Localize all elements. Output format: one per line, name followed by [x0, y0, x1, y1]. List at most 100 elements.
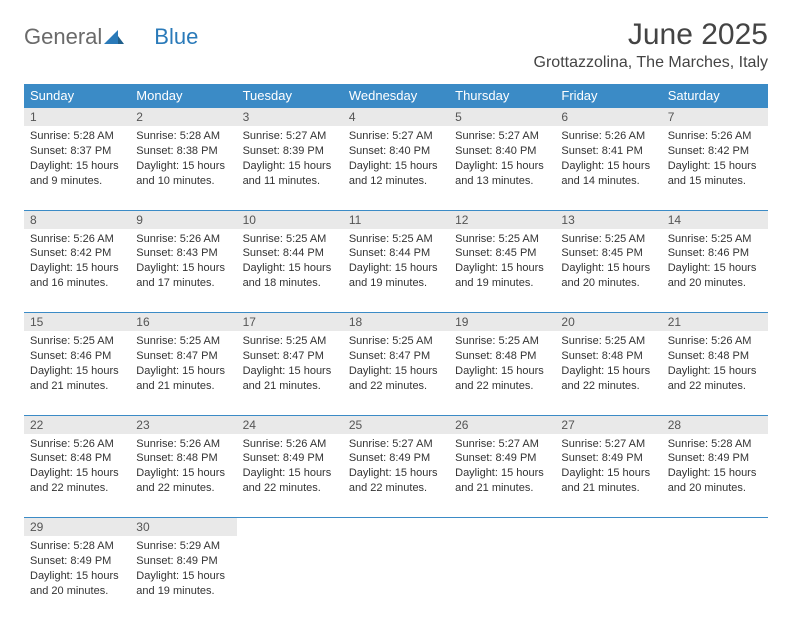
sunset-text: Sunset: 8:49 PM — [349, 451, 443, 466]
day-number: 22 — [24, 415, 130, 434]
sunset-text: Sunset: 8:37 PM — [30, 144, 124, 159]
day-cell: Sunrise: 5:27 AMSunset: 8:40 PMDaylight:… — [343, 126, 449, 210]
day-cell: Sunrise: 5:25 AMSunset: 8:46 PMDaylight:… — [662, 229, 768, 313]
daynum-row: 15161718192021 — [24, 313, 768, 332]
day-number: 17 — [237, 313, 343, 332]
sunrise-text: Sunrise: 5:26 AM — [30, 437, 124, 452]
sunset-text: Sunset: 8:45 PM — [455, 246, 549, 261]
daylight-text: Daylight: 15 hours and 22 minutes. — [243, 466, 337, 496]
page-subtitle: Grottazzolina, The Marches, Italy — [534, 54, 768, 72]
day-number: 2 — [130, 108, 236, 127]
sunset-text: Sunset: 8:44 PM — [349, 246, 443, 261]
weekday-header: Friday — [555, 84, 661, 108]
day-cell: Sunrise: 5:25 AMSunset: 8:47 PMDaylight:… — [130, 331, 236, 415]
daylight-text: Daylight: 15 hours and 21 minutes. — [30, 364, 124, 394]
sunset-text: Sunset: 8:48 PM — [561, 349, 655, 364]
sunrise-text: Sunrise: 5:28 AM — [668, 437, 762, 452]
day-number: 1 — [24, 108, 130, 127]
day-cell: Sunrise: 5:25 AMSunset: 8:48 PMDaylight:… — [555, 331, 661, 415]
sunrise-text: Sunrise: 5:27 AM — [349, 129, 443, 144]
day-number: 26 — [449, 415, 555, 434]
sunrise-text: Sunrise: 5:28 AM — [30, 539, 124, 554]
day-number: 24 — [237, 415, 343, 434]
sunset-text: Sunset: 8:44 PM — [243, 246, 337, 261]
sunrise-text: Sunrise: 5:26 AM — [243, 437, 337, 452]
day-number: 9 — [130, 210, 236, 229]
daylight-text: Daylight: 15 hours and 20 minutes. — [30, 569, 124, 599]
day-number: 30 — [130, 518, 236, 537]
sunrise-text: Sunrise: 5:25 AM — [30, 334, 124, 349]
empty-cell — [343, 536, 449, 620]
daylight-text: Daylight: 15 hours and 18 minutes. — [243, 261, 337, 291]
sunset-text: Sunset: 8:41 PM — [561, 144, 655, 159]
sunset-text: Sunset: 8:47 PM — [136, 349, 230, 364]
sunset-text: Sunset: 8:48 PM — [30, 451, 124, 466]
sunrise-text: Sunrise: 5:28 AM — [136, 129, 230, 144]
sunrise-text: Sunrise: 5:25 AM — [455, 232, 549, 247]
daynum-row: 1234567 — [24, 108, 768, 127]
sunrise-text: Sunrise: 5:26 AM — [30, 232, 124, 247]
day-number: 29 — [24, 518, 130, 537]
daylight-text: Daylight: 15 hours and 22 minutes. — [349, 364, 443, 394]
sunset-text: Sunset: 8:43 PM — [136, 246, 230, 261]
day-cell: Sunrise: 5:25 AMSunset: 8:45 PMDaylight:… — [555, 229, 661, 313]
daylight-text: Daylight: 15 hours and 21 minutes. — [455, 466, 549, 496]
daylight-text: Daylight: 15 hours and 16 minutes. — [30, 261, 124, 291]
sunrise-text: Sunrise: 5:25 AM — [136, 334, 230, 349]
sunrise-text: Sunrise: 5:26 AM — [561, 129, 655, 144]
sunset-text: Sunset: 8:42 PM — [30, 246, 124, 261]
daylight-text: Daylight: 15 hours and 22 minutes. — [30, 466, 124, 496]
day-number: 27 — [555, 415, 661, 434]
day-number: 15 — [24, 313, 130, 332]
day-cell: Sunrise: 5:26 AMSunset: 8:42 PMDaylight:… — [662, 126, 768, 210]
content-row: Sunrise: 5:26 AMSunset: 8:48 PMDaylight:… — [24, 434, 768, 518]
sunrise-text: Sunrise: 5:26 AM — [136, 437, 230, 452]
sunset-text: Sunset: 8:39 PM — [243, 144, 337, 159]
day-number: 19 — [449, 313, 555, 332]
day-cell: Sunrise: 5:27 AMSunset: 8:49 PMDaylight:… — [555, 434, 661, 518]
day-cell: Sunrise: 5:27 AMSunset: 8:39 PMDaylight:… — [237, 126, 343, 210]
daynum-row: 22232425262728 — [24, 415, 768, 434]
sunset-text: Sunset: 8:40 PM — [349, 144, 443, 159]
day-number: 21 — [662, 313, 768, 332]
day-number: 5 — [449, 108, 555, 127]
day-number: 7 — [662, 108, 768, 127]
sunset-text: Sunset: 8:46 PM — [668, 246, 762, 261]
day-number: 25 — [343, 415, 449, 434]
day-number: 12 — [449, 210, 555, 229]
daylight-text: Daylight: 15 hours and 21 minutes. — [561, 466, 655, 496]
title-block: June 2025 Grottazzolina, The Marches, It… — [534, 18, 768, 72]
day-cell: Sunrise: 5:25 AMSunset: 8:44 PMDaylight:… — [237, 229, 343, 313]
empty-cell — [555, 518, 661, 537]
day-cell: Sunrise: 5:25 AMSunset: 8:48 PMDaylight:… — [449, 331, 555, 415]
logo-text-first: General — [24, 24, 102, 50]
content-row: Sunrise: 5:28 AMSunset: 8:49 PMDaylight:… — [24, 536, 768, 620]
day-cell: Sunrise: 5:26 AMSunset: 8:48 PMDaylight:… — [24, 434, 130, 518]
header: General Blue June 2025 Grottazzolina, Th… — [24, 18, 768, 72]
sunset-text: Sunset: 8:40 PM — [455, 144, 549, 159]
daylight-text: Daylight: 15 hours and 13 minutes. — [455, 159, 549, 189]
day-number: 11 — [343, 210, 449, 229]
weekday-header: Sunday — [24, 84, 130, 108]
daylight-text: Daylight: 15 hours and 19 minutes. — [349, 261, 443, 291]
content-row: Sunrise: 5:25 AMSunset: 8:46 PMDaylight:… — [24, 331, 768, 415]
day-cell: Sunrise: 5:28 AMSunset: 8:49 PMDaylight:… — [24, 536, 130, 620]
day-cell: Sunrise: 5:25 AMSunset: 8:44 PMDaylight:… — [343, 229, 449, 313]
weekday-header: Saturday — [662, 84, 768, 108]
logo-text-second: Blue — [154, 24, 198, 50]
logo: General Blue — [24, 18, 198, 50]
day-cell: Sunrise: 5:28 AMSunset: 8:49 PMDaylight:… — [662, 434, 768, 518]
empty-cell — [662, 536, 768, 620]
sunrise-text: Sunrise: 5:25 AM — [243, 232, 337, 247]
sunrise-text: Sunrise: 5:25 AM — [455, 334, 549, 349]
content-row: Sunrise: 5:26 AMSunset: 8:42 PMDaylight:… — [24, 229, 768, 313]
empty-cell — [449, 518, 555, 537]
day-number: 8 — [24, 210, 130, 229]
day-cell: Sunrise: 5:25 AMSunset: 8:47 PMDaylight:… — [237, 331, 343, 415]
sunset-text: Sunset: 8:46 PM — [30, 349, 124, 364]
sunset-text: Sunset: 8:47 PM — [243, 349, 337, 364]
day-number: 10 — [237, 210, 343, 229]
sunrise-text: Sunrise: 5:25 AM — [349, 232, 443, 247]
daynum-row: 2930 — [24, 518, 768, 537]
daynum-row: 891011121314 — [24, 210, 768, 229]
